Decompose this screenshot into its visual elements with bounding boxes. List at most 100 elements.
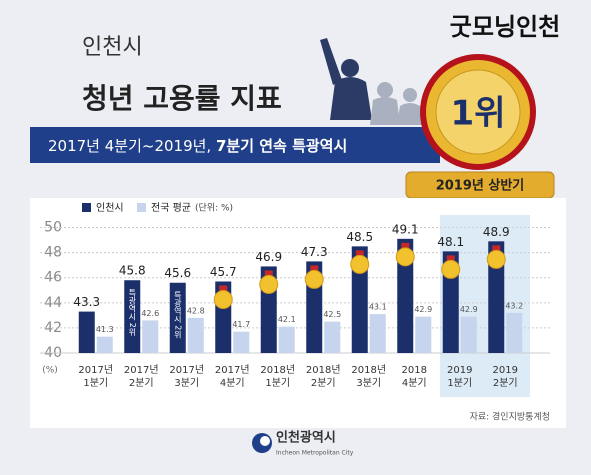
x-tick-label: 2019 1분기 [447,365,472,389]
small-medal [350,254,370,274]
medal-ribbon [310,265,319,272]
x-tick-label: 2017년 3분기 [169,364,204,389]
x-tick-line: 4분기 [402,377,427,389]
x-tick-line: 2019 [447,365,472,376]
main-title: 청년 고용률 지표 [82,82,282,115]
x-tick-line: 2분기 [311,377,336,389]
x-tick-label: 2017년 4분기 [215,364,250,389]
bar [78,311,95,353]
bar [488,241,505,353]
value-label: 48.9 [483,225,510,239]
bar [506,312,523,353]
x-tick-line: 2017년 [215,364,250,376]
medal-ribbon [446,255,455,262]
value-label: 42.1 [278,315,296,324]
medal-ribbon [219,285,228,292]
x-tick-label: 2018년 2분기 [306,364,341,389]
x-tick-line: 2019 [493,365,518,376]
x-tick-line: 2017년 [124,364,159,376]
bar [278,326,295,353]
value-label: 43.3 [73,295,100,309]
legend-swatch [137,203,146,212]
value-label: 49.1 [392,222,419,236]
medal-inner [435,69,521,155]
banner [30,127,440,163]
banner-text: 2017년 4분기~2019년, 7분기 연속 특광역시 [48,137,347,155]
x-tick-line: 1분기 [265,377,290,389]
x-tick-line: 2018 [402,365,427,376]
source: 자료: 경인지방통계청 [470,411,550,423]
value-label: 42.6 [141,309,159,318]
x-tick-line: 2018년 [260,364,295,376]
small-medal [213,289,233,309]
value-label: 48.5 [346,230,373,244]
x-tick-line: 2017년 [169,364,204,376]
x-tick-label: 2018 4분기 [402,365,427,389]
x-tick-line: 2018년 [306,364,341,376]
small-medal [259,274,279,294]
value-label: 45.8 [119,264,146,278]
medal-ribbon [264,270,273,277]
small-medal [441,259,461,279]
medal-ribbon [401,242,410,249]
brand: 굿모닝인천 [450,13,560,41]
logo-text: 인천광역시 [276,430,336,446]
value-label: 41.3 [96,325,114,334]
bar [124,280,141,353]
value-label: 41.7 [232,320,250,329]
value-label: 42.8 [187,306,205,315]
x-tick-label: 2018년 1분기 [260,364,295,389]
silhouettes [320,38,372,120]
x-tick-line: 2분기 [129,377,154,389]
value-label: 43.1 [369,303,387,312]
x-tick-line: 3분기 [174,377,199,389]
legend-label: 전국 평균 [151,202,191,214]
value-label: 47.3 [301,245,328,259]
x-tick-line: 1분기 [447,377,472,389]
x-tick-line: 1분기 [83,377,108,389]
value-label: 45.7 [210,265,237,279]
bar [324,321,341,353]
x-tick-label: 2017년 2분기 [124,364,159,389]
x-tick-line: 2분기 [493,377,518,389]
value-label: 42.5 [323,310,341,319]
x-tick-label: 2019 2분기 [493,365,518,389]
legend-swatch [82,203,91,212]
value-label: 45.6 [164,266,191,280]
banner-plain: 2017년 4분기~2019년, [48,137,211,155]
bar [96,336,113,353]
medal-ribbon [355,250,364,257]
x-tick-label: 2017년 1분기 [78,364,113,389]
bar [397,238,414,353]
bar [415,316,432,353]
y-unit: (%) [42,366,58,376]
bar [351,246,368,353]
small-medal [486,249,506,269]
value-label: 48.1 [437,235,464,249]
bar [169,282,186,353]
bar-note: 특광역시 2위 [173,291,182,340]
logo-mark-inner [260,436,270,446]
legend-label: 인천시 [96,202,124,214]
silhouettes-back [370,82,423,125]
ribbon-text: 2019년 상반기 [436,178,525,194]
bar [142,320,159,353]
bar [187,317,204,353]
x-tick-line: 2018년 [351,364,386,376]
legend-unit: (단위: %) [195,203,233,214]
x-tick-label: 2018년 3분기 [351,364,386,389]
x-tick-line: 3분기 [356,377,381,389]
logo-en: Incheon Metropolitan City [276,450,354,457]
small-medal [304,269,324,289]
x-tick-line: 2017년 [78,364,113,376]
city-title: 인천시 [82,35,143,60]
bar [460,316,477,353]
medal-ribbon [492,245,501,252]
value-label: 46.9 [255,250,282,264]
bar [233,331,250,353]
bar [369,314,386,353]
value-label: 42.9 [460,305,478,314]
small-medal [395,247,415,267]
